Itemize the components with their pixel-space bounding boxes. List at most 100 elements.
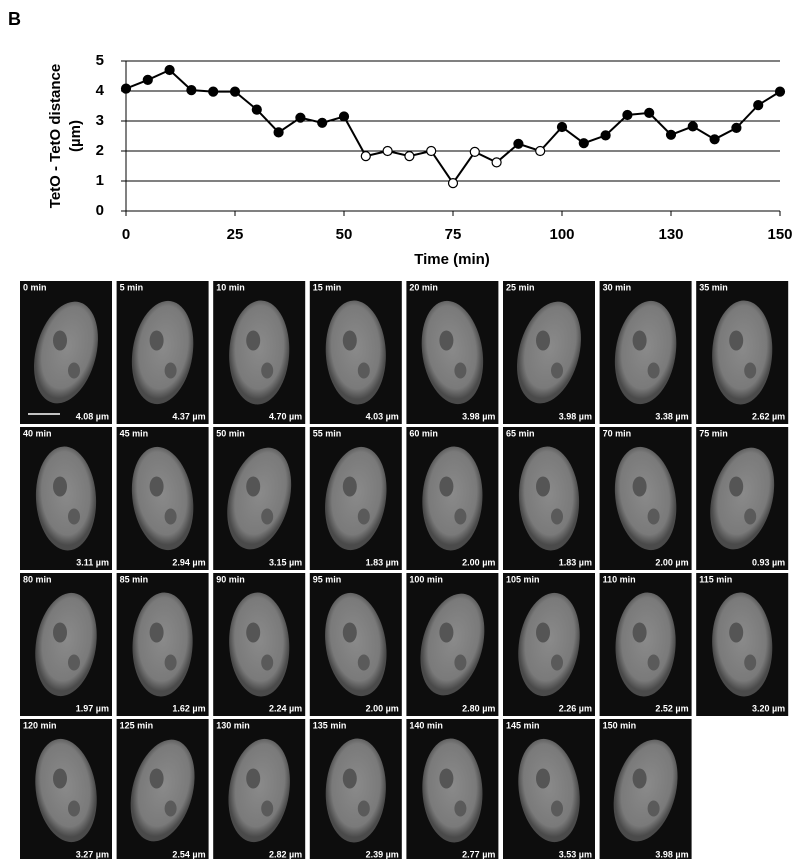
nucleolus [343, 623, 357, 643]
data-point [710, 135, 719, 144]
time-label: 95 min [313, 574, 342, 584]
time-label: 75 min [699, 428, 728, 438]
nucleolus [536, 331, 550, 351]
distance-label: 3.15 µm [269, 557, 302, 567]
x-tick-label: 130 [658, 226, 683, 243]
x-axis-label: Time (min) [414, 251, 490, 268]
distance-label: 1.83 µm [366, 557, 399, 567]
nucleolus [246, 623, 260, 643]
distance-label: 4.37 µm [172, 411, 205, 421]
time-label: 130 min [216, 720, 250, 730]
data-point [296, 113, 305, 122]
nucleolus [343, 769, 357, 789]
nucleolus [53, 769, 67, 789]
distance-label: 2.52 µm [655, 703, 688, 713]
nucleolus [633, 769, 647, 789]
data-point [470, 147, 479, 156]
nucleolus [261, 655, 273, 671]
x-tick-label: 50 [336, 226, 353, 243]
data-line [126, 70, 780, 183]
time-label: 145 min [506, 720, 540, 730]
nucleolus [246, 477, 260, 497]
micrograph: 120 min3.27 µm [20, 719, 112, 859]
data-point [361, 152, 370, 161]
micrograph: 5 min4.37 µm [117, 281, 209, 424]
distance-label: 4.08 µm [76, 411, 109, 421]
data-point [776, 87, 785, 96]
y-tick-label: 5 [96, 52, 104, 69]
distance-label: 2.26 µm [559, 703, 592, 713]
data-point [601, 131, 610, 140]
micrograph: 145 min3.53 µm [503, 719, 595, 859]
micrograph: 105 min 2.26 µm [503, 573, 595, 716]
nucleolus [439, 623, 453, 643]
nucleolus [68, 363, 80, 379]
time-label: 65 min [506, 428, 535, 438]
time-label: 140 min [409, 720, 443, 730]
time-label: 100 min [409, 574, 443, 584]
nucleolus [68, 655, 80, 671]
nucleolus [53, 331, 67, 351]
data-point [492, 158, 501, 167]
nucleolus [150, 477, 164, 497]
distance-label: 2.94 µm [172, 557, 205, 567]
nucleolus [551, 801, 563, 817]
micrograph: 15 min 4.03 µm [310, 281, 402, 424]
micrograph: 70 min2.00 µm [600, 427, 692, 570]
panel-label: B [8, 9, 21, 29]
y-axis-label: (µm) [67, 120, 84, 152]
micrograph: 110 min2.52 µm [600, 573, 692, 716]
nucleolus [648, 655, 660, 671]
time-label: 120 min [23, 720, 57, 730]
x-tick-label: 75 [445, 226, 462, 243]
nucleolus [68, 509, 80, 525]
micrograph: 60 min2.00 µm [406, 427, 498, 570]
data-point [623, 111, 632, 120]
nucleolus [261, 363, 273, 379]
nucleolus [439, 769, 453, 789]
nucleolus [68, 801, 80, 817]
data-point [688, 122, 697, 131]
nucleolus [551, 509, 563, 525]
distance-label: 2.00 µm [366, 703, 399, 713]
y-tick-label: 1 [96, 172, 104, 189]
data-point [536, 147, 545, 156]
time-label: 15 min [313, 282, 342, 292]
nucleolus [633, 623, 647, 643]
data-point [732, 123, 741, 132]
distance-label: 2.77 µm [462, 849, 495, 859]
data-point [383, 147, 392, 156]
nucleolus [744, 655, 756, 671]
data-point [754, 101, 763, 110]
data-point [122, 84, 131, 93]
time-label: 85 min [120, 574, 149, 584]
data-point [667, 130, 676, 139]
distance-label: 3.98 µm [559, 411, 592, 421]
nucleolus [633, 477, 647, 497]
micrograph: 0 min4.08 µm [20, 281, 112, 424]
time-label: 50 min [216, 428, 245, 438]
nucleolus [261, 509, 273, 525]
time-label: 150 min [603, 720, 637, 730]
time-label: 80 min [23, 574, 52, 584]
nucleolus [536, 477, 550, 497]
distance-label: 2.39 µm [366, 849, 399, 859]
data-point [405, 152, 414, 161]
time-label: 105 min [506, 574, 540, 584]
nucleolus [454, 655, 466, 671]
nucleolus [53, 477, 67, 497]
nucleolus [165, 509, 177, 525]
distance-label: 0.93 µm [752, 557, 785, 567]
micrograph: 30 min3.38 µm [600, 281, 692, 424]
distance-label: 4.03 µm [366, 411, 399, 421]
time-label: 40 min [23, 428, 52, 438]
nucleolus [165, 801, 177, 817]
distance-label: 3.98 µm [655, 849, 688, 859]
nucleolus [454, 363, 466, 379]
